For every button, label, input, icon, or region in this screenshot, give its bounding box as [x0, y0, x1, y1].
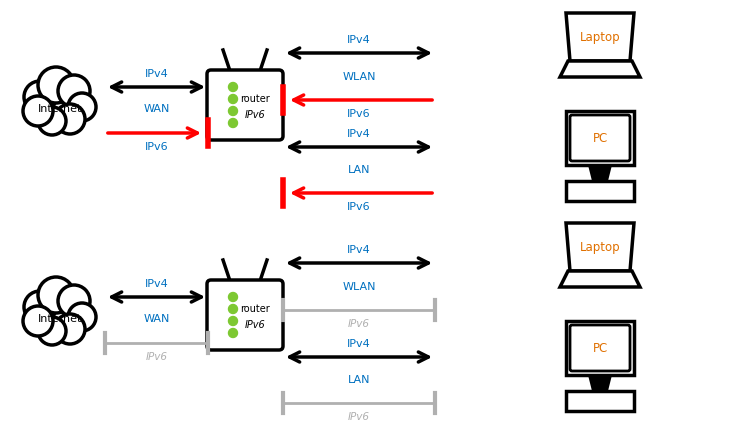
Text: Internet: Internet [38, 104, 82, 114]
Text: Internet: Internet [38, 314, 82, 324]
Circle shape [229, 107, 238, 115]
Text: IPv6: IPv6 [145, 142, 168, 152]
Circle shape [24, 291, 56, 323]
Text: IPv4: IPv4 [347, 129, 370, 139]
Text: IPv4: IPv4 [145, 279, 168, 289]
Text: WAN: WAN [143, 104, 170, 114]
Circle shape [229, 304, 238, 314]
Text: WAN: WAN [143, 314, 170, 324]
Circle shape [55, 104, 85, 134]
Text: PC: PC [592, 131, 608, 144]
Text: IPv6: IPv6 [244, 110, 266, 120]
Circle shape [55, 314, 85, 344]
Text: IPv4: IPv4 [347, 35, 370, 45]
Circle shape [229, 328, 238, 338]
FancyBboxPatch shape [570, 115, 630, 161]
Polygon shape [566, 13, 634, 61]
Text: IPv6: IPv6 [348, 412, 370, 421]
Circle shape [38, 107, 66, 135]
Text: PC: PC [592, 341, 608, 354]
Circle shape [38, 67, 74, 103]
Circle shape [229, 83, 238, 91]
Polygon shape [566, 223, 634, 271]
Text: router: router [240, 304, 270, 314]
FancyBboxPatch shape [566, 391, 634, 411]
Text: IPv6: IPv6 [146, 352, 167, 362]
Circle shape [24, 81, 56, 113]
Circle shape [58, 75, 90, 107]
Polygon shape [588, 165, 612, 181]
Text: IPv6: IPv6 [347, 202, 370, 212]
FancyBboxPatch shape [570, 325, 630, 371]
Circle shape [229, 94, 238, 104]
Text: WLAN: WLAN [342, 72, 376, 82]
Circle shape [58, 285, 90, 317]
Text: LAN: LAN [348, 375, 370, 385]
Text: Laptop: Laptop [580, 240, 620, 253]
Circle shape [68, 93, 96, 121]
Circle shape [23, 306, 53, 336]
FancyBboxPatch shape [566, 321, 634, 375]
Text: IPv6: IPv6 [244, 320, 266, 330]
Circle shape [68, 303, 96, 331]
FancyBboxPatch shape [566, 181, 634, 201]
Text: IPv6: IPv6 [348, 319, 370, 329]
Circle shape [229, 317, 238, 325]
Polygon shape [560, 271, 640, 287]
Text: IPv4: IPv4 [347, 245, 370, 255]
Circle shape [229, 118, 238, 128]
Circle shape [229, 293, 238, 301]
Text: router: router [240, 94, 270, 104]
Text: Laptop: Laptop [580, 30, 620, 43]
Polygon shape [588, 375, 612, 391]
Circle shape [38, 317, 66, 345]
Text: IPv6: IPv6 [347, 109, 370, 119]
FancyBboxPatch shape [207, 70, 283, 140]
FancyBboxPatch shape [566, 111, 634, 165]
FancyBboxPatch shape [207, 280, 283, 350]
Circle shape [38, 277, 74, 313]
Text: IPv4: IPv4 [145, 69, 168, 79]
Circle shape [23, 96, 53, 126]
Text: IPv4: IPv4 [347, 339, 370, 349]
Text: WLAN: WLAN [342, 282, 376, 292]
Text: LAN: LAN [348, 165, 370, 175]
Polygon shape [560, 61, 640, 77]
